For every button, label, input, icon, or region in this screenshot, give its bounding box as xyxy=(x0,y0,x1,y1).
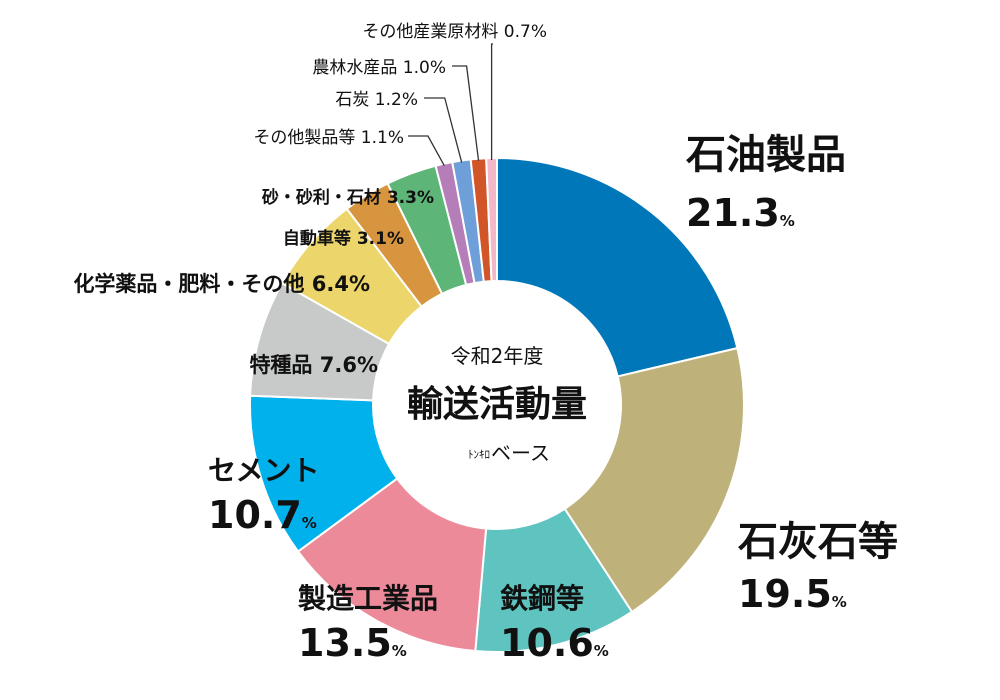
leader-line-11 xyxy=(452,65,480,161)
category-label-9: その他製品等 1.1% xyxy=(253,128,404,148)
value-label-2: 10.6% xyxy=(500,621,609,665)
category-label-2: 鉄鋼等 xyxy=(500,582,584,615)
leader-line-9 xyxy=(408,135,445,167)
category-label-5: 特種品 7.6% xyxy=(249,353,378,377)
center-line-1: 令和2年度 xyxy=(451,344,544,368)
value-label-3: 13.5% xyxy=(298,621,407,665)
category-label-11: 農林水産品 1.0% xyxy=(312,58,446,78)
center-unit: ベース xyxy=(491,441,550,465)
category-label-3: 製造工業品 xyxy=(298,582,438,615)
value-label-4: 10.7% xyxy=(208,493,317,537)
category-label-12: その他産業原材料 0.7% xyxy=(362,22,547,42)
value-label-0: 21.3% xyxy=(686,191,795,235)
category-label-1: 石灰石等 xyxy=(738,519,898,565)
donut-hole xyxy=(373,281,621,529)
center-title: 輸送活動量 xyxy=(407,384,587,425)
leader-line-12 xyxy=(490,43,493,161)
leader-line-10 xyxy=(424,97,463,163)
category-label-7: 自動車等 3.1% xyxy=(283,228,404,249)
category-label-4: セメント xyxy=(208,454,319,487)
category-label-6: 化学薬品・肥料・その他 6.4% xyxy=(73,272,370,296)
value-label-1: 19.5% xyxy=(738,572,847,616)
category-label-0: 石油製品 xyxy=(686,132,846,178)
category-label-8: 砂・砂利・石材 3.3% xyxy=(262,187,434,208)
center-unit-small: ﾄﾝｷﾛ xyxy=(468,448,490,461)
category-label-10: 石炭 1.2% xyxy=(335,90,418,110)
